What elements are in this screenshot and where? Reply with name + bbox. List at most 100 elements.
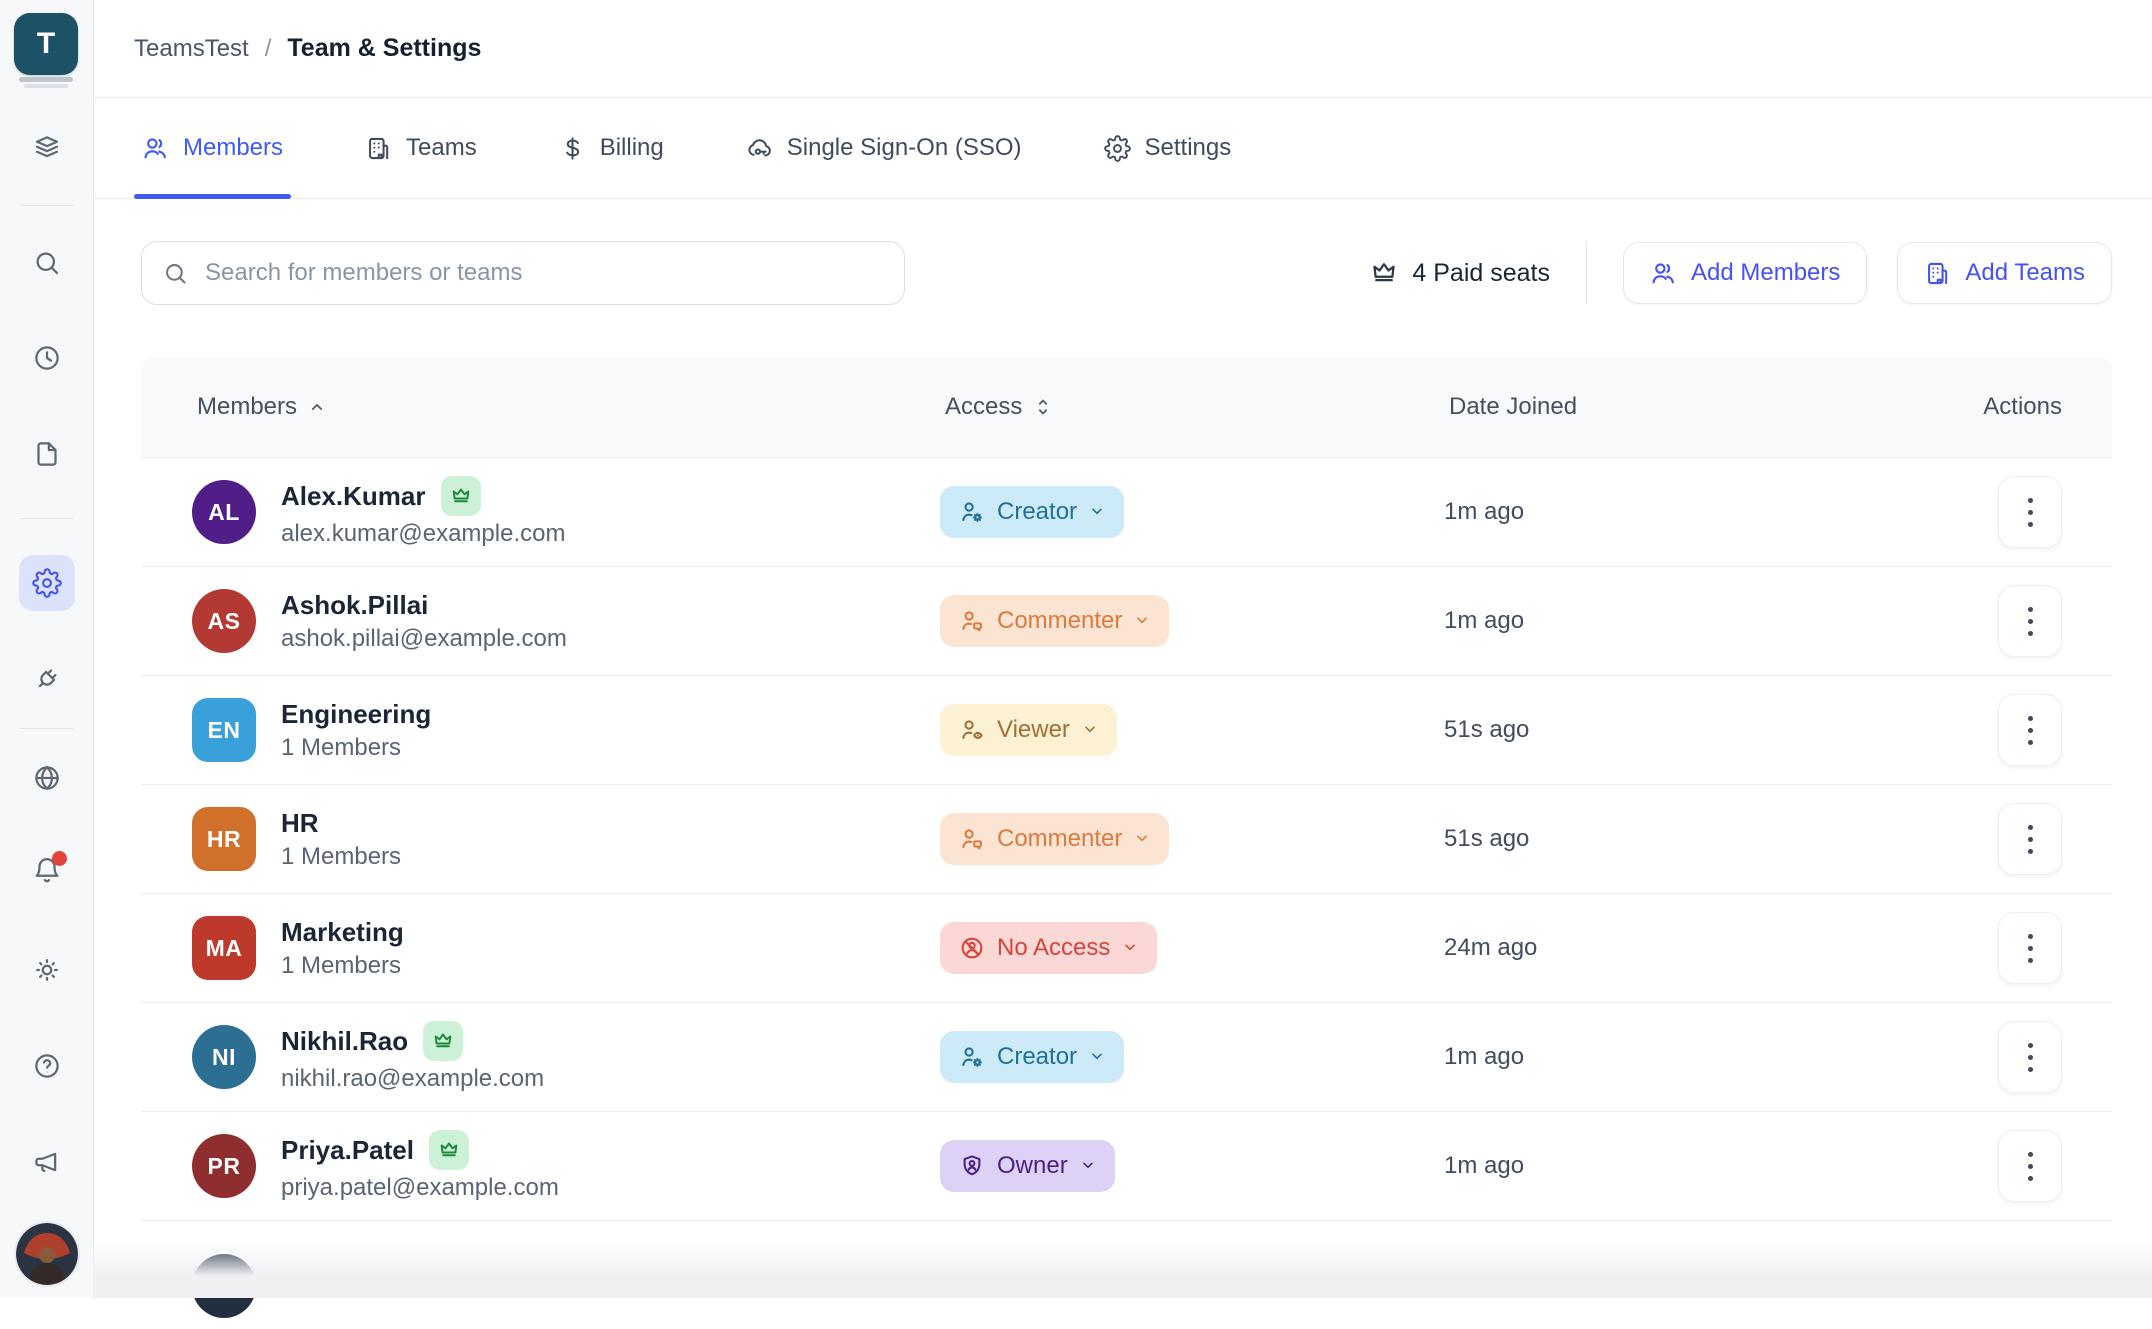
access-label: Creator <box>997 498 1078 525</box>
access-cell: Owner <box>940 1140 1444 1192</box>
column-label: Access <box>945 393 1023 420</box>
date-joined: 1m ago <box>1444 1152 1525 1179</box>
row-actions-button[interactable] <box>1998 1130 2062 1202</box>
tab-teams-label: Teams <box>406 134 477 161</box>
member-name: Priya.Patel <box>281 1134 414 1165</box>
crown-badge <box>428 1130 469 1170</box>
tab-members-label: Members <box>183 134 284 161</box>
breadcrumb-project[interactable]: TeamsTest <box>134 34 249 62</box>
history-icon[interactable] <box>19 330 75 386</box>
column-header-members[interactable]: Members <box>197 393 945 421</box>
notifications-icon[interactable] <box>19 843 75 899</box>
gear-icon <box>1103 134 1131 162</box>
member-name: HR <box>281 807 319 838</box>
row-actions-button[interactable] <box>1998 1021 2062 1093</box>
row-actions-button[interactable] <box>1998 476 2062 548</box>
cloud-key-icon <box>748 138 771 156</box>
add-members-button[interactable]: Add Members <box>1622 242 1868 304</box>
search-input[interactable] <box>203 258 884 288</box>
column-header-date-joined: Date Joined <box>1449 393 1963 421</box>
row-actions-button[interactable] <box>1998 803 2062 875</box>
access-pill[interactable]: Creator <box>940 1031 1125 1083</box>
document-icon[interactable] <box>19 426 75 482</box>
add-teams-button[interactable]: Add Teams <box>1897 242 2112 304</box>
member-subtitle: alex.kumar@example.com <box>281 520 566 547</box>
member-cell: HR HR 1 Members <box>192 807 940 871</box>
member-name: Alex.Kumar <box>281 480 426 511</box>
search-icon <box>166 263 186 284</box>
access-cell: Creator <box>940 486 1444 538</box>
table-body: AL Alex.Kumar alex.kumar@example.com Cre… <box>141 457 2112 1329</box>
access-pill[interactable]: No Access <box>940 922 1158 974</box>
access-pill[interactable]: Creator <box>940 486 1125 538</box>
avatar: HR <box>192 807 256 871</box>
table-row: NI Nikhil.Rao nikhil.rao@example.com Cre… <box>141 1002 2112 1111</box>
paid-seats-label: 4 Paid seats <box>1412 258 1550 287</box>
chevron-down-icon <box>1134 825 1150 853</box>
member-subtitle: priya.patel@example.com <box>281 1174 559 1201</box>
access-pill[interactable]: Commenter <box>940 595 1170 647</box>
add-teams-label: Add Teams <box>1965 259 2085 286</box>
sidebar-divider <box>20 728 73 729</box>
sidebar: T <box>0 0 94 1298</box>
access-icon <box>959 935 985 961</box>
table-row <box>141 1220 2112 1329</box>
dollar-icon <box>565 136 579 160</box>
access-icon <box>959 717 985 743</box>
access-label: Creator <box>997 1043 1078 1070</box>
user-avatar[interactable] <box>15 1223 78 1285</box>
crown-badge <box>440 476 481 516</box>
access-icon <box>959 608 985 634</box>
workspace-logo[interactable]: T <box>14 13 78 88</box>
notification-dot <box>51 851 67 866</box>
member-cell: EN Engineering 1 Members <box>192 698 940 762</box>
access-cell: Commenter <box>940 595 1444 647</box>
theme-icon[interactable] <box>19 942 75 998</box>
help-icon[interactable] <box>19 1038 75 1094</box>
access-pill[interactable]: Viewer <box>940 704 1117 756</box>
access-icon <box>959 1044 985 1070</box>
breadcrumb-separator: / <box>264 34 272 62</box>
add-teams-icon <box>1928 262 1948 284</box>
toolbar: 4 Paid seats Add Members Add Teams <box>141 241 2112 305</box>
layers-icon[interactable] <box>19 120 75 176</box>
access-cell: Viewer <box>940 704 1444 756</box>
tab-billing[interactable]: Billing <box>551 98 672 198</box>
row-actions-button[interactable] <box>1998 694 2062 766</box>
row-actions-button[interactable] <box>1998 585 2062 657</box>
workspace-logo-letter: T <box>14 13 78 75</box>
row-actions-button[interactable] <box>1998 912 2062 984</box>
member-cell: AL Alex.Kumar alex.kumar@example.com <box>192 476 940 548</box>
tab-teams[interactable]: Teams <box>357 98 485 198</box>
access-label: Owner <box>997 1152 1068 1179</box>
tab-sso-label: Single Sign-On (SSO) <box>786 134 1022 161</box>
tab-bar: Members Teams Billing Single Sign-On (SS… <box>94 98 2152 199</box>
column-label: Actions <box>1983 393 2062 420</box>
workspace-stack-decoration <box>19 77 73 82</box>
avatar: PR <box>192 1134 256 1198</box>
table-header: Members Access Date Joined Actions <box>141 357 2112 457</box>
access-cell: Creator <box>940 1031 1444 1083</box>
plug-icon[interactable] <box>19 651 75 707</box>
tab-members[interactable]: Members <box>134 98 292 199</box>
announcements-icon[interactable] <box>19 1134 75 1190</box>
globe-icon[interactable] <box>19 750 75 806</box>
tab-settings[interactable]: Settings <box>1096 98 1240 198</box>
member-name: Marketing <box>281 916 404 947</box>
chevron-down-icon <box>1089 498 1105 526</box>
crown-icon <box>1373 263 1396 282</box>
column-header-access[interactable]: Access <box>945 393 1449 421</box>
sort-both-icon <box>1039 399 1048 415</box>
access-pill[interactable]: Commenter <box>940 813 1170 865</box>
access-pill[interactable]: Owner <box>940 1140 1115 1192</box>
add-members-icon <box>1652 262 1674 283</box>
chevron-down-icon <box>1089 1043 1105 1071</box>
member-subtitle: 1 Members <box>281 951 402 979</box>
search-icon[interactable] <box>19 235 75 291</box>
date-joined: 24m ago <box>1444 934 1538 961</box>
tab-sso[interactable]: Single Sign-On (SSO) <box>738 98 1030 198</box>
avatar: AS <box>192 589 256 653</box>
access-label: Commenter <box>997 607 1123 634</box>
column-header-actions: Actions <box>1983 393 2062 421</box>
settings-icon[interactable] <box>18 555 75 611</box>
